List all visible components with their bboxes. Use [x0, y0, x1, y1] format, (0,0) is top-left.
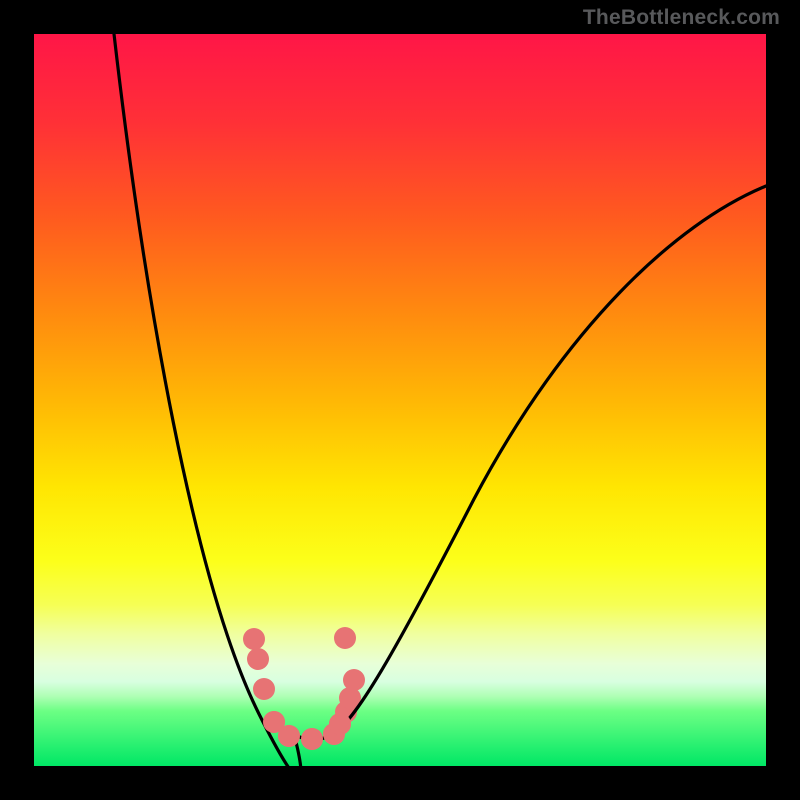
data-marker: [334, 627, 356, 649]
data-marker: [243, 628, 265, 650]
data-marker: [329, 713, 351, 735]
data-marker: [247, 648, 269, 670]
plot-area: [34, 34, 766, 766]
data-marker: [278, 725, 300, 747]
data-marker: [301, 728, 323, 750]
data-marker: [343, 669, 365, 691]
data-marker: [253, 678, 275, 700]
gradient-background: [34, 34, 766, 766]
watermark-text: TheBottleneck.com: [583, 6, 780, 30]
chart-svg: [34, 34, 766, 766]
frame-border: [0, 766, 800, 800]
frame-border: [766, 0, 800, 800]
frame-border: [0, 0, 34, 800]
